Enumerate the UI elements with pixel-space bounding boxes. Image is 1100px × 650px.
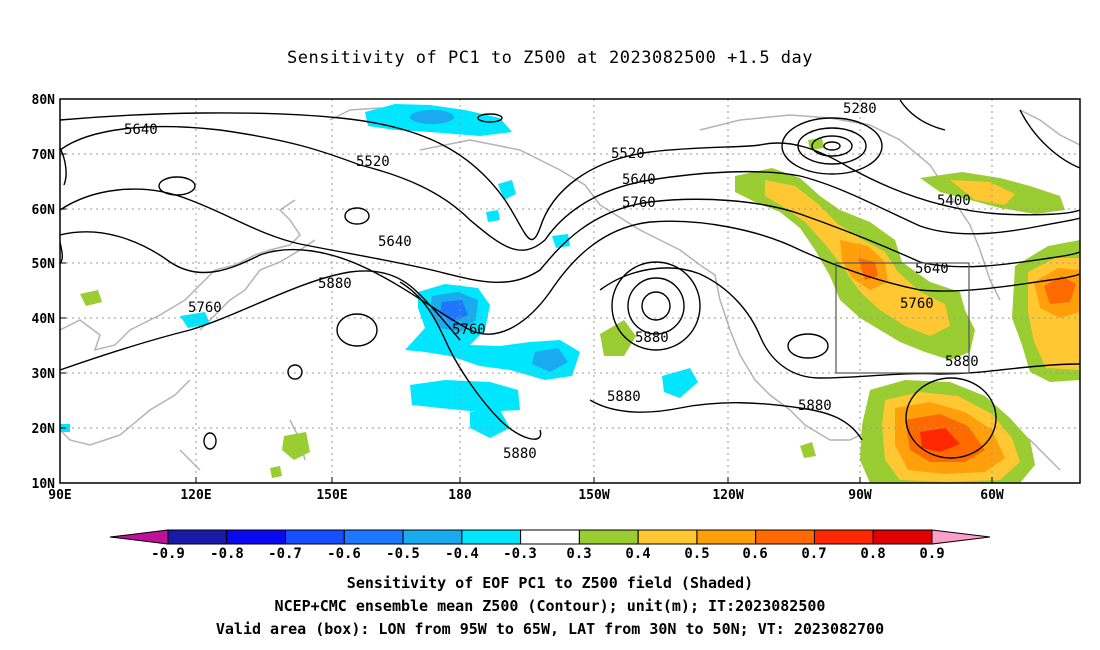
lat-label: 80N [32, 93, 56, 108]
contour-label: 5640 [915, 261, 949, 277]
colorbar-cell [226, 529, 287, 545]
colorbar-label: -0.7 [268, 546, 302, 562]
contour-labels: 5640 5520 5640 5880 5760 5520 5640 5760 … [124, 101, 979, 462]
colorbar-cell [696, 529, 757, 545]
colorbar-cell [285, 529, 345, 545]
contour-label: 5760 [452, 322, 486, 338]
contour-label: 5640 [378, 234, 412, 250]
z500-contours [60, 99, 1080, 459]
caption-contour: NCEP+CMC ensemble mean Z500 (Contour); u… [274, 597, 826, 615]
contour-label: 5760 [188, 300, 222, 316]
lon-label: 90W [848, 488, 872, 503]
caption-valid-area: Valid area (box): LON from 95W to 65W, L… [215, 620, 885, 638]
colorbar-cell [343, 529, 404, 545]
positive-sensitivity-shading [80, 138, 1080, 483]
lon-label: 120W [712, 488, 743, 503]
colorbar-label: -0.4 [445, 546, 479, 562]
colorbar-cell [167, 529, 228, 545]
contour-label: 5880 [635, 330, 669, 346]
colorbar-cell [755, 529, 815, 545]
colorbar-label: 0.5 [684, 546, 709, 562]
colorbar-label: -0.5 [386, 546, 420, 562]
contour-label: 5760 [622, 195, 656, 211]
lon-label: 150W [578, 488, 609, 503]
colorbar-cell [402, 529, 463, 545]
map-field: 5640 5520 5640 5880 5760 5520 5640 5760 … [60, 99, 1080, 483]
colorbar-labels: -0.9 -0.8 -0.7 -0.6 -0.5 -0.4 -0.3 0.3 0… [151, 546, 945, 562]
latitude-labels: 80N 70N 60N 50N 40N 30N 20N 10N [32, 93, 56, 492]
gridlines [60, 99, 1080, 483]
colorbar-cell [520, 529, 580, 545]
lon-label: 90E [48, 488, 71, 503]
contour-label: 5640 [622, 172, 656, 188]
colorbar-cells [167, 529, 933, 545]
valid-area-box [835, 262, 970, 374]
colorbar-label: 0.6 [742, 546, 767, 562]
contour-label: 5880 [503, 446, 537, 462]
contour-label: 5880 [318, 276, 352, 292]
longitude-labels: 90E 120E 150E 180 150W 120W 90W 60W [48, 488, 1004, 503]
contour-label: 5280 [843, 101, 877, 117]
colorbar-label: 0.4 [625, 546, 650, 562]
colorbar-label: -0.9 [151, 546, 185, 562]
colorbar-cell [872, 529, 933, 545]
lat-label: 60N [32, 203, 56, 218]
colorbar-label: -0.8 [210, 546, 244, 562]
lon-label: 120E [180, 488, 211, 503]
colorbar-high-triangle [931, 529, 991, 545]
contour-label: 5760 [900, 296, 934, 312]
contour-label: 5880 [945, 354, 979, 370]
negative-sensitivity-shading [60, 104, 698, 438]
colorbar-low-triangle [109, 529, 169, 545]
colorbar-cell [813, 529, 874, 545]
lon-label: 60W [980, 488, 1004, 503]
colorbar-cell [637, 529, 698, 545]
lat-label: 40N [32, 312, 56, 327]
lon-label: 150E [316, 488, 347, 503]
contour-label: 5520 [356, 154, 390, 170]
colorbar-label: 0.8 [860, 546, 885, 562]
map-frame [59, 98, 1081, 484]
contour-label: 5400 [937, 193, 971, 209]
contour-label: 5880 [607, 389, 641, 405]
map-title: Sensitivity of PC1 to Z500 at 2023082500… [286, 48, 813, 68]
lat-label: 70N [32, 148, 56, 163]
lat-label: 30N [32, 367, 56, 382]
lat-label: 10N [32, 477, 56, 492]
colorbar-label: 0.3 [566, 546, 591, 562]
contour-label: 5520 [611, 146, 645, 162]
lat-label: 50N [32, 257, 56, 272]
colorbar-label: -0.3 [503, 546, 537, 562]
colorbar-label: 0.9 [919, 546, 944, 562]
caption-shaded: Sensitivity of EOF PC1 to Z500 field (Sh… [346, 574, 754, 592]
colorbar-cell [578, 529, 639, 545]
colorbar: -0.9 -0.8 -0.7 -0.6 -0.5 -0.4 -0.3 0.3 0… [109, 529, 991, 562]
lat-label: 20N [32, 422, 56, 437]
colorbar-label: -0.6 [327, 546, 361, 562]
colorbar-label: 0.7 [801, 546, 826, 562]
contour-label: 5880 [798, 398, 832, 414]
contour-label: 5640 [124, 122, 158, 138]
lon-label: 180 [448, 488, 472, 503]
colorbar-cell [461, 529, 522, 545]
tick-marks [60, 98, 993, 484]
